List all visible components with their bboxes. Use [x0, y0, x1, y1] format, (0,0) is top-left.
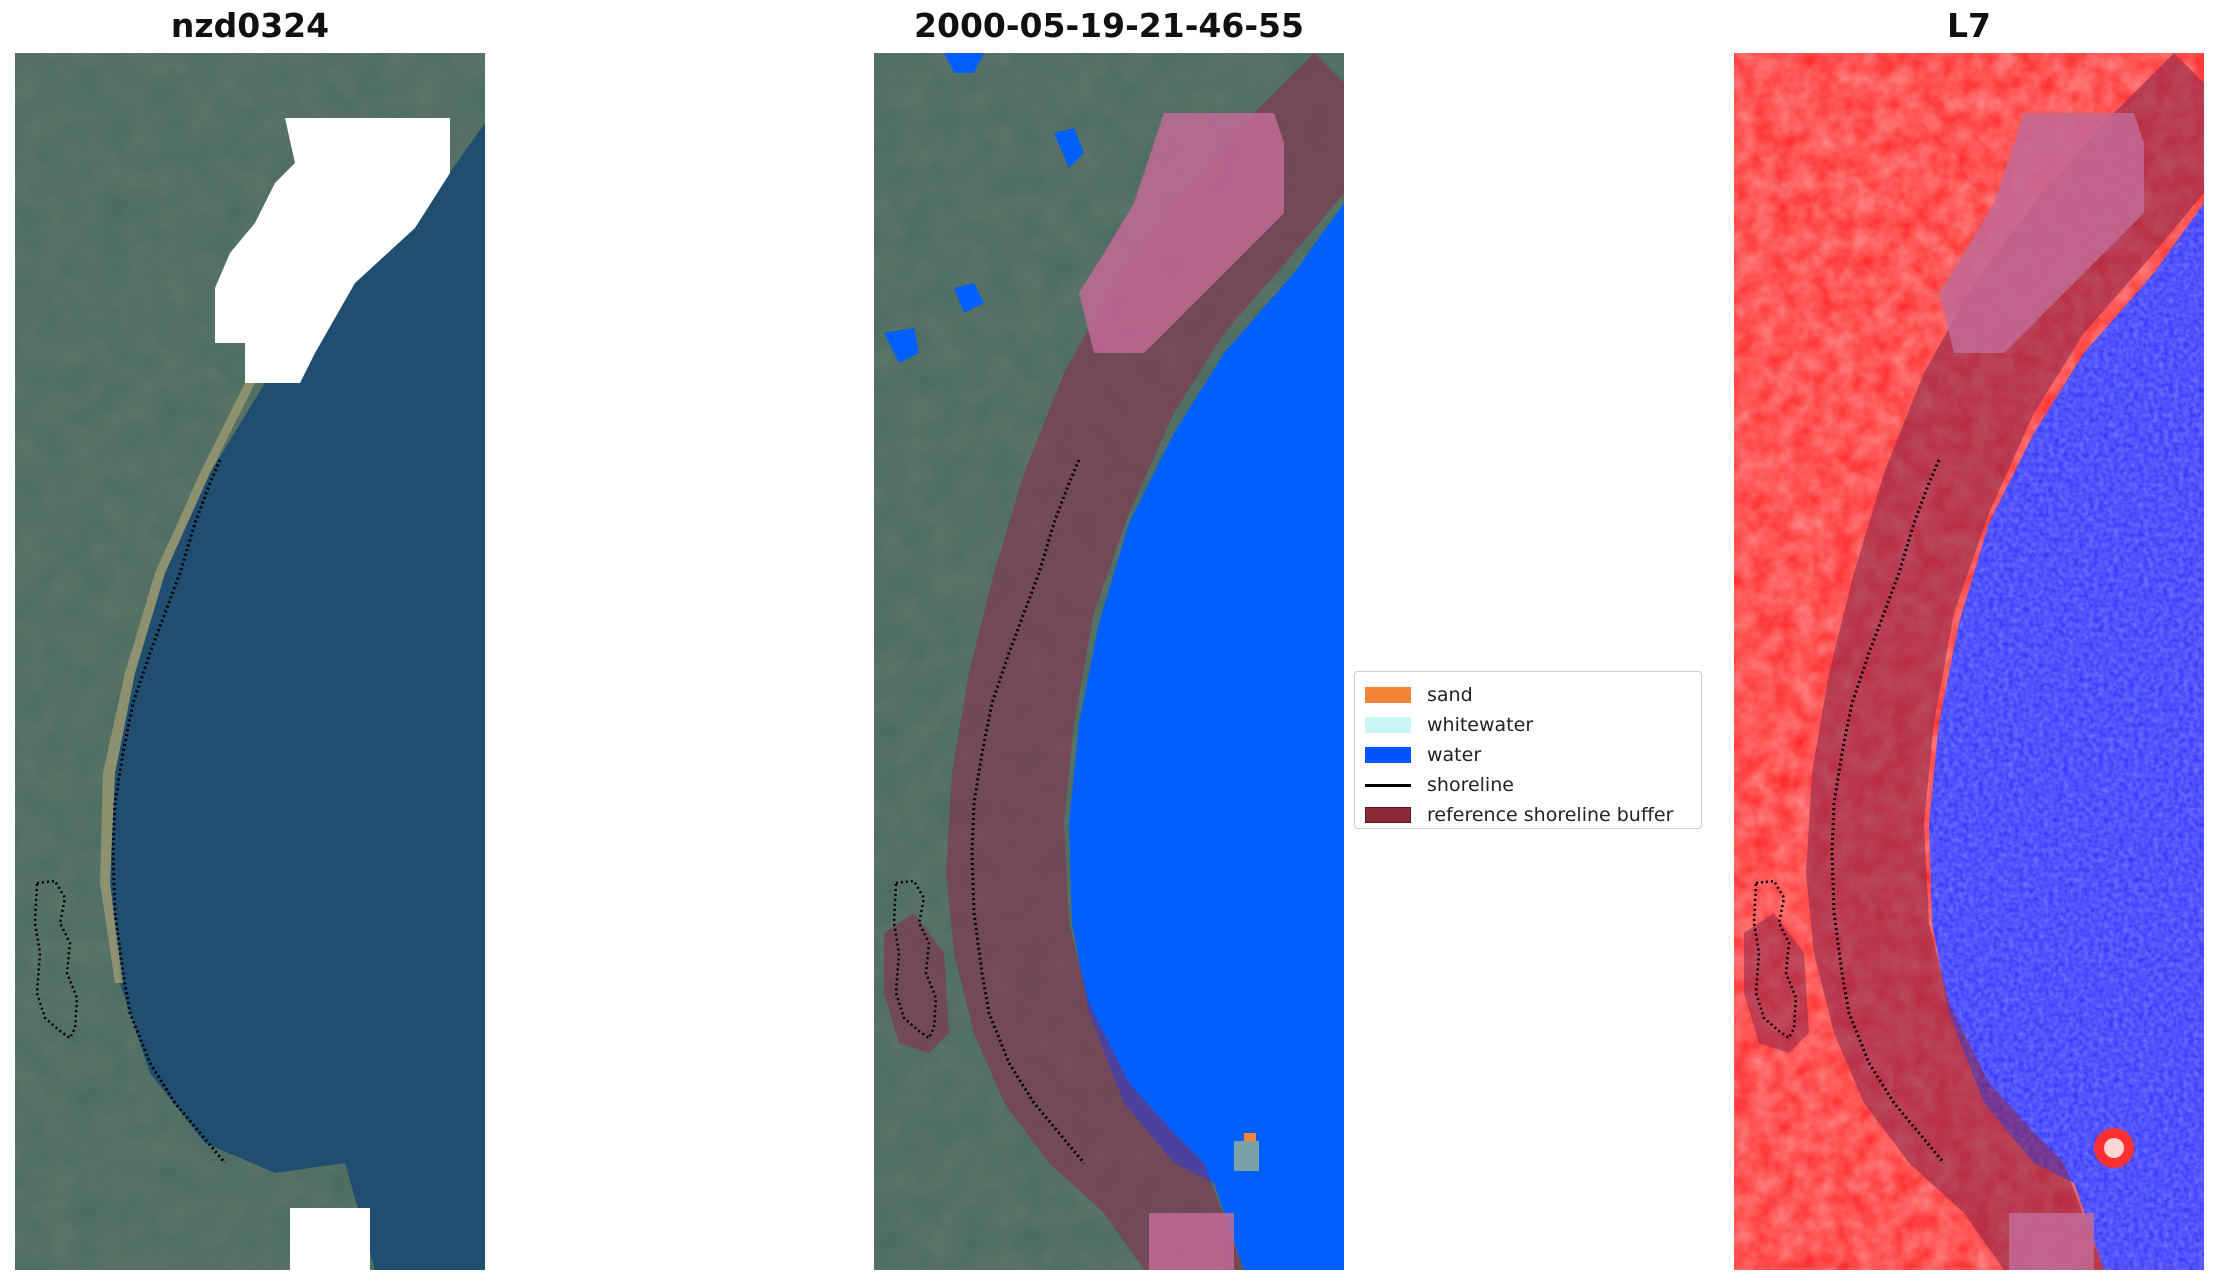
shoreline-swatch — [1365, 783, 1411, 787]
panel-title-index: L7 — [1947, 6, 1991, 45]
legend-label: water — [1427, 744, 1482, 766]
index-image-panel — [1734, 53, 2204, 1270]
water-class-inland — [884, 53, 1084, 363]
buffer-swatch — [1365, 807, 1411, 823]
reference-buffer-left — [884, 913, 949, 1053]
legend-item-sand: sand — [1365, 680, 1691, 710]
water-class — [1069, 203, 1344, 1270]
legend-item-buffer: reference shoreline buffer — [1365, 800, 1691, 830]
legend-item-whitewater: whitewater — [1365, 710, 1691, 740]
sea-area — [110, 123, 485, 1270]
panel-title-rgb: nzd0324 — [170, 6, 330, 45]
legend-label: sand — [1427, 684, 1473, 706]
lagoon-outline — [1752, 879, 1798, 1040]
shoreline — [970, 459, 1086, 1164]
lagoon-outline — [892, 879, 938, 1040]
legend-label: shoreline — [1427, 774, 1514, 796]
cloud-mask-bottom — [290, 1208, 370, 1270]
legend: sand whitewater water shoreline referenc… — [1354, 671, 1702, 829]
legend-label: reference shoreline buffer — [1427, 804, 1674, 826]
water-swatch — [1365, 747, 1411, 763]
panel-title-classified: 2000-05-19-21-46-55 — [914, 6, 1304, 45]
cloud-mask — [215, 118, 450, 383]
shoreline — [111, 459, 227, 1164]
legend-item-water: water — [1365, 740, 1691, 770]
sand-beach — [100, 383, 255, 983]
rgb-image-panel — [15, 53, 485, 1270]
legend-label: whitewater — [1427, 714, 1534, 736]
whitewater-swatch — [1365, 717, 1411, 733]
whitewater-class — [1234, 1141, 1259, 1171]
shoreline — [1830, 459, 1946, 1164]
legend-item-shoreline: shoreline — [1365, 770, 1691, 800]
sand-class — [1244, 1133, 1256, 1141]
sand-swatch — [1365, 687, 1411, 703]
reference-buffer — [946, 53, 1344, 1270]
lagoon-outline — [33, 879, 79, 1040]
classified-image-panel — [874, 53, 1344, 1270]
